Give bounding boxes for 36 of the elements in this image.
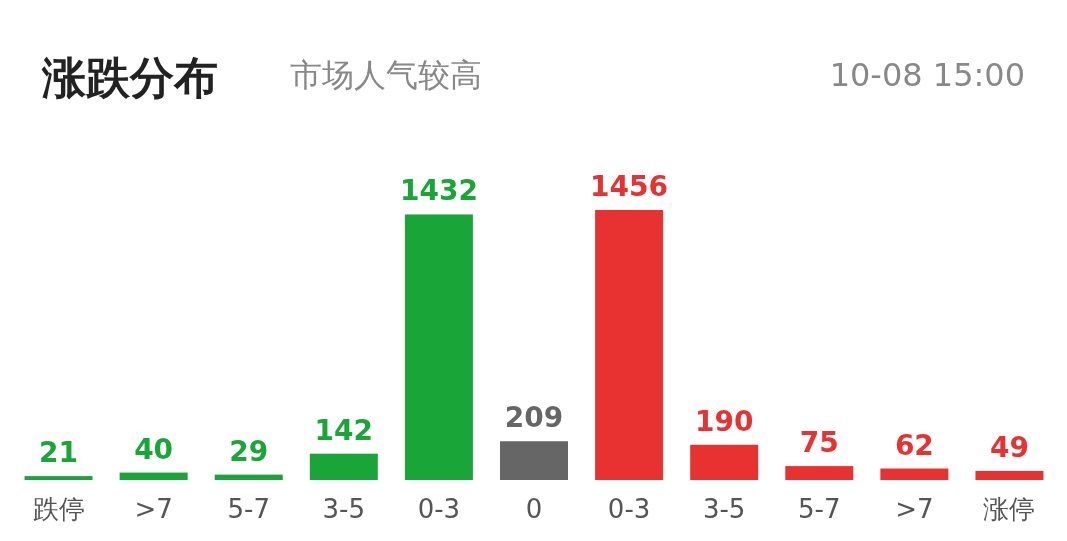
bar (24, 476, 93, 480)
bar (500, 441, 568, 480)
data-label: 49 (989, 430, 1029, 464)
x-tick-label: >7 (895, 494, 934, 524)
data-label: 190 (694, 404, 754, 438)
x-tick-label: 3-5 (322, 494, 366, 524)
x-tick-label: 0-3 (417, 494, 461, 524)
bar (975, 470, 1044, 480)
x-tick-label: 5-7 (798, 494, 841, 524)
data-label: 62 (894, 428, 934, 462)
data-label: 21 (39, 436, 79, 470)
chart-title: 涨跌分布 (41, 52, 218, 103)
x-tick-label: 0-3 (607, 494, 651, 524)
bar (404, 214, 473, 480)
x-tick-label: >7 (134, 494, 173, 524)
bar (119, 472, 188, 480)
x-tick-label: 涨停 (983, 494, 1036, 524)
data-label: 1432 (399, 174, 478, 208)
bar (690, 444, 759, 480)
chart-subtitle: 市场人气较高 (290, 56, 482, 94)
data-label: 142 (314, 413, 374, 447)
data-label: 75 (799, 426, 839, 460)
bar (214, 474, 283, 480)
x-tick-label: 5-7 (227, 494, 270, 524)
bar (595, 210, 664, 480)
bar (309, 453, 378, 480)
bar (880, 468, 949, 480)
data-label: 209 (504, 401, 564, 435)
x-tick-label: 跌停 (32, 494, 85, 524)
x-tick-label: 3-5 (702, 494, 746, 524)
data-label: 29 (229, 434, 269, 468)
data-label: 40 (134, 432, 174, 466)
data-label: 1456 (590, 170, 669, 203)
x-tick-label: 0 (525, 494, 543, 524)
bar (785, 466, 854, 480)
text: 10-08 15:00 (829, 56, 1025, 94)
